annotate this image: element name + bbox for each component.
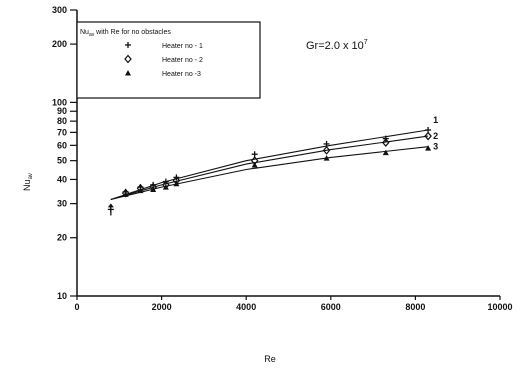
grashof-annotation: Gr=2.0 x 107 (306, 39, 368, 52)
legend-markers (124, 42, 132, 76)
legend-entry-2: Heater no - 2 (162, 57, 203, 64)
data-point-s3-2 (137, 187, 144, 194)
y-axis-title: Nuav (22, 173, 34, 191)
data-point-s3-9 (425, 145, 432, 151)
data-point-s3-8 (382, 149, 389, 156)
y-tick-label: 100 (52, 97, 67, 107)
y-tick-label: 10 (57, 291, 67, 301)
legend-marker-2 (124, 54, 132, 64)
y-tick-label: 60 (57, 140, 67, 150)
x-tick-label: 8000 (405, 302, 425, 312)
y-tick-label: 90 (57, 106, 67, 116)
data-point-s3-5 (173, 180, 180, 187)
data-point-s3-1 (122, 191, 129, 197)
x-tick-label: 2000 (152, 302, 172, 312)
data-point-s3-4 (162, 184, 169, 190)
y-tick-label: 30 (57, 199, 67, 209)
y-tick-label: 50 (57, 156, 67, 166)
y-tick-label: 200 (52, 39, 67, 49)
legend-marker-1 (125, 42, 131, 48)
data-point-s2-9 (424, 131, 432, 141)
data-marks (107, 127, 432, 216)
x-tick-label: 4000 (236, 302, 256, 312)
data-point-s2-7 (322, 145, 331, 155)
fit-curves (110, 129, 429, 201)
ticks: 0 2000 4000 6000 8000 10000 10 20 30 40 50 60 708090… (52, 5, 513, 312)
y-tick-label: 70 (57, 127, 67, 137)
fit-curve-3 (110, 146, 429, 201)
x-tick-label: 6000 (321, 302, 341, 312)
legend-entry-3: Heater no -3 (162, 71, 201, 78)
x-tick-label: 0 (74, 302, 79, 312)
y-tick-label: 20 (57, 233, 67, 243)
legend-entry-1: Heater no - 1 (162, 43, 203, 50)
legend: Nuav with Re for no obstacles Heater no … (76, 21, 261, 99)
fit-curve-2 (110, 135, 429, 201)
data-point-s3-6 (251, 161, 258, 168)
y-tick-label: 40 (57, 174, 67, 184)
curve-label-1: 1 (433, 115, 438, 125)
curve-label-2: 2 (433, 131, 438, 141)
legend-box (76, 21, 261, 99)
curve-labels: 1 23 (433, 115, 438, 152)
legend-marker-3 (125, 70, 131, 76)
data-point-s1-7 (251, 151, 258, 158)
y-tick-label: 80 (57, 116, 67, 126)
x-axis-title: Re (264, 354, 276, 364)
x-tick-label: 10000 (487, 302, 512, 312)
y-tick-label: 300 (52, 5, 67, 15)
curve-label-3: 3 (433, 142, 438, 152)
data-point-s1-8 (323, 140, 330, 147)
legend-title: Nuav with Re for no obstacles (80, 29, 171, 38)
arrow-head (107, 203, 114, 208)
fit-curve-1 (110, 129, 429, 201)
data-point-s3-3 (150, 186, 157, 192)
data-point-s3-7 (323, 155, 330, 161)
data-point-s2-8 (381, 138, 390, 147)
